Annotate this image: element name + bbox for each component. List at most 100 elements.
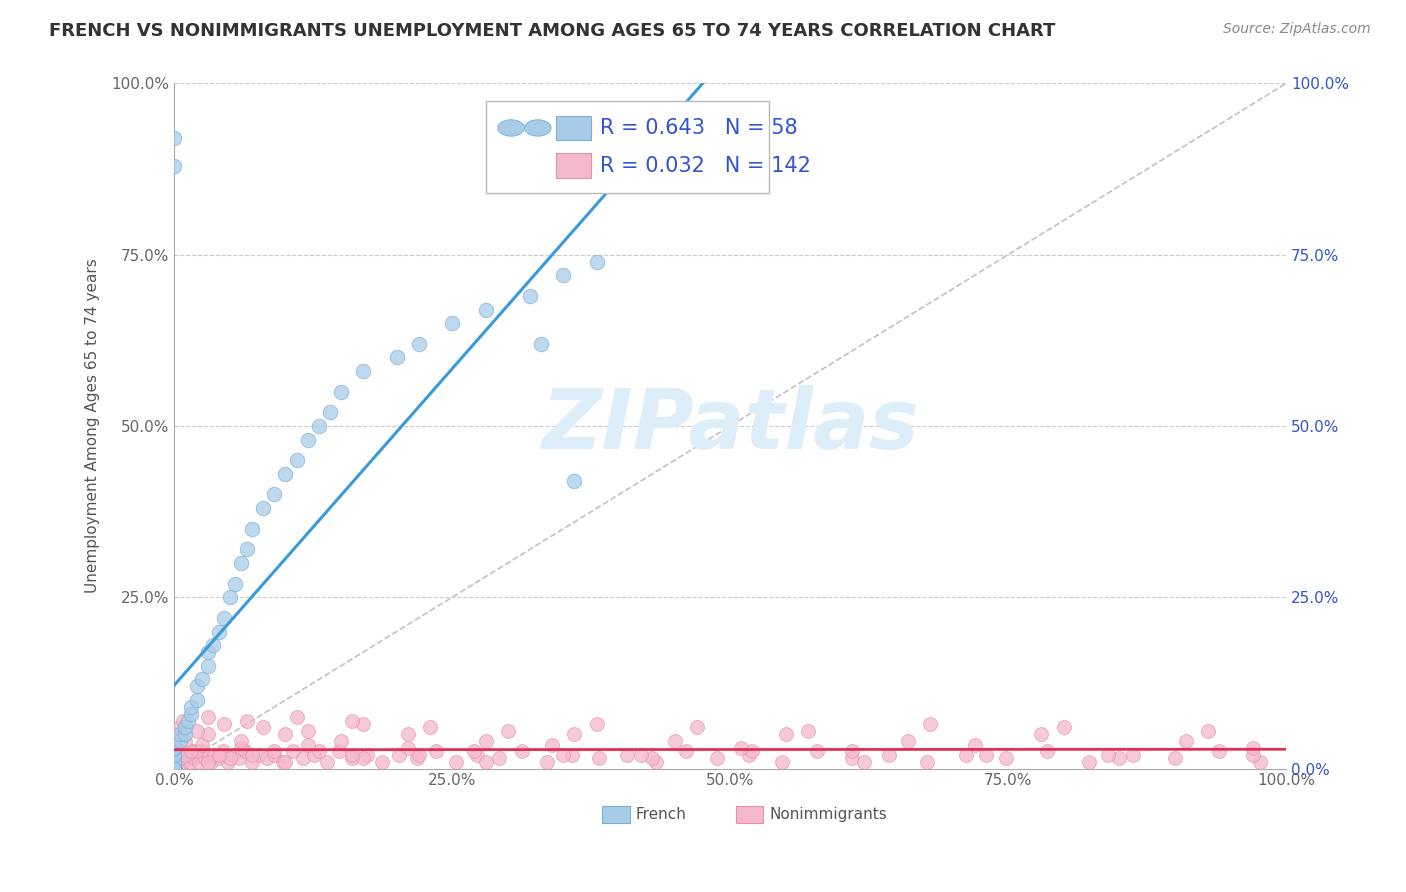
Point bbox=[441, 316, 464, 330]
Point bbox=[247, 747, 270, 762]
Point bbox=[444, 755, 467, 769]
Point bbox=[235, 542, 257, 557]
Point bbox=[541, 738, 564, 752]
Point bbox=[1174, 734, 1197, 748]
Point bbox=[1108, 751, 1130, 765]
Point bbox=[218, 591, 240, 605]
Point bbox=[163, 755, 186, 769]
Point bbox=[352, 751, 374, 765]
Point bbox=[183, 751, 205, 765]
Point bbox=[163, 762, 186, 776]
Point bbox=[1078, 755, 1101, 769]
Point bbox=[797, 723, 820, 738]
Point bbox=[217, 755, 239, 769]
Point bbox=[616, 747, 638, 762]
Point bbox=[174, 747, 197, 762]
Point bbox=[173, 747, 195, 762]
Point bbox=[174, 721, 197, 735]
Point bbox=[352, 717, 374, 731]
Point bbox=[920, 717, 942, 731]
Point bbox=[963, 738, 986, 752]
FancyBboxPatch shape bbox=[485, 101, 769, 193]
Point bbox=[297, 723, 319, 738]
Text: FRENCH VS NONIMMIGRANTS UNEMPLOYMENT AMONG AGES 65 TO 74 YEARS CORRELATION CHART: FRENCH VS NONIMMIGRANTS UNEMPLOYMENT AMO… bbox=[49, 22, 1056, 40]
Point bbox=[163, 762, 186, 776]
Point bbox=[186, 679, 208, 693]
Point bbox=[180, 706, 202, 721]
Point bbox=[235, 744, 257, 758]
Point bbox=[187, 755, 209, 769]
Point bbox=[197, 710, 219, 724]
Point bbox=[644, 755, 666, 769]
Point bbox=[163, 755, 186, 769]
Point bbox=[730, 741, 752, 756]
Point bbox=[425, 744, 447, 758]
Point bbox=[194, 751, 217, 765]
Point bbox=[664, 734, 686, 748]
Point bbox=[852, 755, 875, 769]
Point bbox=[229, 556, 252, 570]
Point bbox=[974, 747, 997, 762]
Point bbox=[686, 721, 709, 735]
Point bbox=[274, 727, 297, 741]
Point bbox=[274, 467, 297, 481]
Point bbox=[308, 419, 330, 434]
Point bbox=[197, 727, 219, 741]
Point bbox=[519, 289, 541, 303]
Text: Source: ZipAtlas.com: Source: ZipAtlas.com bbox=[1223, 22, 1371, 37]
Point bbox=[330, 734, 353, 748]
Point bbox=[163, 762, 186, 776]
Point bbox=[319, 405, 342, 419]
Point bbox=[229, 741, 252, 756]
Point bbox=[200, 755, 222, 769]
Point bbox=[240, 522, 263, 536]
Point bbox=[163, 131, 186, 145]
Point bbox=[163, 762, 186, 776]
Point bbox=[1036, 744, 1059, 758]
Point bbox=[474, 302, 496, 317]
Point bbox=[163, 762, 186, 776]
Point bbox=[564, 474, 586, 488]
Point bbox=[163, 762, 186, 776]
Point bbox=[163, 762, 186, 776]
FancyBboxPatch shape bbox=[555, 153, 591, 178]
Point bbox=[240, 755, 263, 769]
Point bbox=[169, 747, 191, 762]
Point bbox=[841, 751, 863, 765]
Point bbox=[240, 747, 263, 762]
Point bbox=[330, 384, 353, 399]
Point bbox=[163, 747, 186, 762]
Point bbox=[738, 747, 761, 762]
Point bbox=[176, 747, 198, 762]
Point bbox=[218, 751, 240, 765]
Point bbox=[356, 747, 378, 762]
Point bbox=[256, 751, 278, 765]
Point bbox=[283, 744, 305, 758]
Point bbox=[396, 727, 419, 741]
Point bbox=[385, 351, 408, 365]
Point bbox=[252, 501, 274, 516]
Point bbox=[163, 747, 186, 762]
Point bbox=[297, 433, 319, 447]
Point bbox=[340, 751, 363, 765]
Text: Nonimmigrants: Nonimmigrants bbox=[769, 807, 887, 822]
Point bbox=[208, 624, 231, 639]
Point bbox=[585, 254, 607, 268]
Point bbox=[841, 744, 863, 758]
Point bbox=[285, 453, 308, 467]
Point bbox=[553, 747, 575, 762]
Point bbox=[169, 721, 191, 735]
Point bbox=[228, 751, 250, 765]
Point bbox=[197, 645, 219, 659]
Point bbox=[167, 751, 190, 765]
Point bbox=[170, 755, 193, 769]
Point bbox=[179, 755, 201, 769]
Point bbox=[163, 734, 186, 748]
FancyBboxPatch shape bbox=[555, 116, 591, 140]
Point bbox=[371, 755, 394, 769]
Point bbox=[263, 487, 285, 501]
Point bbox=[174, 734, 197, 748]
Point bbox=[166, 747, 188, 762]
Point bbox=[741, 744, 763, 758]
Point bbox=[274, 755, 297, 769]
